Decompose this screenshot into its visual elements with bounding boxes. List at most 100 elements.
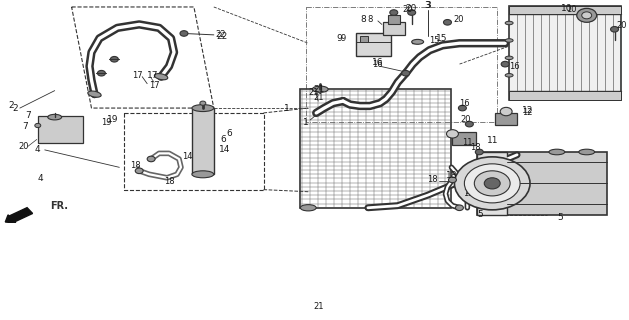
Ellipse shape bbox=[549, 149, 565, 155]
Circle shape bbox=[35, 124, 41, 128]
Text: 20: 20 bbox=[460, 116, 470, 124]
Circle shape bbox=[459, 105, 466, 111]
Text: 8: 8 bbox=[367, 15, 373, 24]
FancyArrow shape bbox=[5, 208, 33, 223]
Circle shape bbox=[611, 27, 618, 32]
Circle shape bbox=[390, 10, 398, 15]
Text: 20: 20 bbox=[454, 15, 464, 24]
Bar bbox=[300, 89, 452, 208]
Bar bbox=[509, 5, 620, 100]
Text: 5: 5 bbox=[477, 210, 483, 219]
Text: 16: 16 bbox=[372, 60, 382, 69]
Circle shape bbox=[402, 70, 409, 76]
Ellipse shape bbox=[505, 74, 513, 77]
Circle shape bbox=[464, 164, 520, 203]
Text: 14: 14 bbox=[182, 152, 192, 161]
Text: 19: 19 bbox=[108, 116, 119, 124]
Text: 21: 21 bbox=[313, 85, 325, 94]
Text: 21: 21 bbox=[313, 302, 323, 311]
Text: 11: 11 bbox=[462, 139, 473, 148]
Circle shape bbox=[454, 157, 530, 210]
Text: 20: 20 bbox=[616, 20, 627, 29]
Text: 15: 15 bbox=[435, 34, 447, 43]
Bar bbox=[495, 113, 517, 125]
Text: 16: 16 bbox=[459, 99, 470, 108]
Ellipse shape bbox=[505, 21, 513, 25]
Text: 6: 6 bbox=[221, 135, 226, 144]
Circle shape bbox=[443, 20, 452, 25]
Circle shape bbox=[577, 8, 597, 22]
Circle shape bbox=[474, 171, 510, 196]
Bar bbox=[477, 152, 507, 215]
Ellipse shape bbox=[312, 86, 328, 92]
Text: 21: 21 bbox=[308, 88, 318, 97]
Text: 4: 4 bbox=[38, 174, 43, 183]
Text: 12: 12 bbox=[522, 108, 533, 117]
Bar bbox=[38, 116, 82, 143]
Text: 13: 13 bbox=[464, 189, 474, 198]
Text: 2: 2 bbox=[8, 101, 14, 110]
Text: 15: 15 bbox=[430, 36, 440, 45]
Text: 18: 18 bbox=[427, 175, 438, 184]
Text: 16: 16 bbox=[372, 58, 384, 67]
Text: 3: 3 bbox=[425, 1, 430, 10]
Text: 22: 22 bbox=[216, 30, 226, 39]
Bar bbox=[388, 15, 400, 24]
Ellipse shape bbox=[192, 105, 214, 112]
Circle shape bbox=[110, 56, 118, 62]
Text: 22: 22 bbox=[217, 32, 228, 41]
Ellipse shape bbox=[48, 114, 62, 120]
Ellipse shape bbox=[505, 39, 513, 42]
Bar bbox=[356, 34, 391, 56]
Bar bbox=[477, 152, 606, 215]
Ellipse shape bbox=[505, 56, 513, 60]
Circle shape bbox=[408, 10, 416, 15]
Text: 12: 12 bbox=[522, 106, 533, 115]
Text: 18: 18 bbox=[445, 171, 457, 180]
Text: 17: 17 bbox=[147, 71, 159, 80]
Text: 1: 1 bbox=[284, 104, 290, 113]
Text: 10: 10 bbox=[561, 4, 572, 13]
Text: 1: 1 bbox=[303, 117, 309, 126]
Text: FR.: FR. bbox=[50, 201, 68, 211]
Circle shape bbox=[97, 70, 106, 76]
Text: 18: 18 bbox=[470, 143, 481, 152]
Bar bbox=[509, 91, 620, 100]
Ellipse shape bbox=[411, 39, 423, 44]
Text: 19: 19 bbox=[101, 117, 112, 126]
Circle shape bbox=[448, 177, 457, 183]
Circle shape bbox=[582, 12, 592, 19]
Bar bbox=[192, 108, 214, 174]
Text: 14: 14 bbox=[219, 145, 230, 154]
Text: 5: 5 bbox=[557, 213, 562, 222]
Text: 13: 13 bbox=[465, 187, 477, 196]
Circle shape bbox=[484, 178, 500, 189]
Bar bbox=[360, 36, 368, 42]
Text: 10: 10 bbox=[567, 5, 577, 14]
Circle shape bbox=[135, 168, 143, 173]
Bar bbox=[383, 22, 404, 35]
Circle shape bbox=[447, 130, 459, 138]
Text: 6: 6 bbox=[226, 129, 233, 138]
Ellipse shape bbox=[154, 74, 168, 80]
Text: 20: 20 bbox=[403, 5, 413, 14]
Circle shape bbox=[455, 205, 464, 211]
Bar bbox=[452, 132, 476, 145]
Circle shape bbox=[180, 31, 188, 36]
Ellipse shape bbox=[579, 149, 594, 155]
Text: 16: 16 bbox=[509, 62, 520, 71]
Text: 20: 20 bbox=[406, 4, 417, 13]
Circle shape bbox=[500, 108, 512, 116]
Circle shape bbox=[476, 149, 483, 155]
Circle shape bbox=[200, 101, 206, 105]
Text: 11: 11 bbox=[487, 136, 499, 145]
Text: 9: 9 bbox=[336, 34, 342, 43]
Text: 7: 7 bbox=[22, 122, 28, 132]
Text: 21: 21 bbox=[313, 93, 323, 102]
Circle shape bbox=[501, 61, 509, 67]
Text: 7: 7 bbox=[25, 110, 31, 120]
Circle shape bbox=[465, 121, 474, 127]
Text: 8: 8 bbox=[360, 15, 365, 24]
Ellipse shape bbox=[88, 91, 101, 97]
Text: 4: 4 bbox=[35, 145, 40, 154]
